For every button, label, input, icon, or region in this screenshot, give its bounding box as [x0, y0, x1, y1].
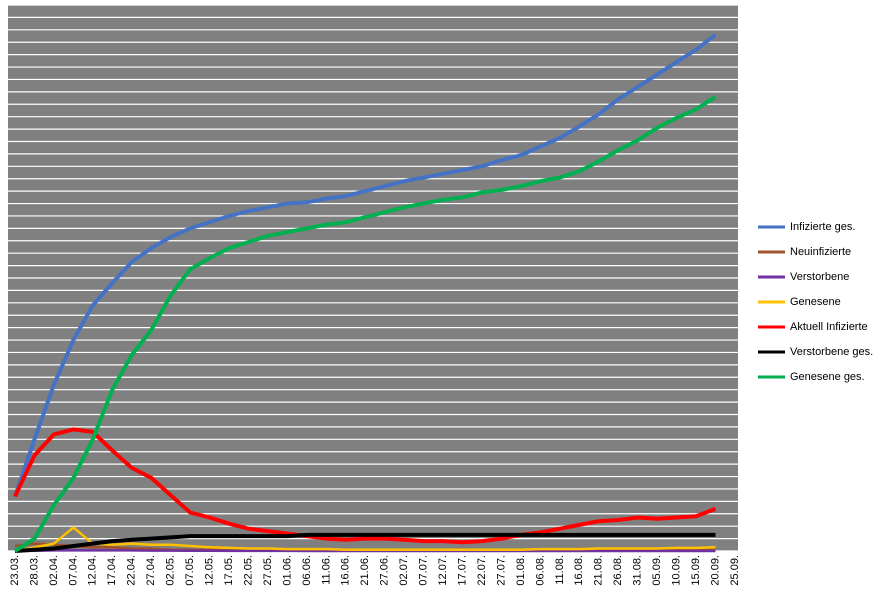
x-tick-label: 01.08. — [515, 555, 527, 586]
x-tick-label: 17.05. — [223, 555, 235, 586]
x-tick-label: 26.08. — [612, 555, 624, 586]
series-line — [13, 33, 717, 498]
series-line — [13, 95, 717, 553]
x-tick-label: 01.06. — [281, 555, 293, 586]
x-tick-label: 16.06. — [340, 555, 352, 586]
x-tick-label: 22.05. — [242, 555, 254, 586]
series-line — [14, 526, 716, 553]
legend-label: Verstorbene — [790, 271, 849, 283]
x-tick-label: 31.08. — [632, 555, 644, 586]
legend-label: Aktuell Infizierte — [790, 321, 868, 333]
x-tick-label: 28.03. — [28, 555, 40, 586]
legend-label: Genesene — [790, 296, 841, 308]
x-tick-label: 27.06. — [379, 555, 391, 586]
x-tick-label: 16.08. — [573, 555, 585, 586]
x-tick-label: 07.07. — [418, 555, 430, 586]
x-tick-label: 23.03. — [9, 555, 21, 586]
x-tick-label: 22.07. — [476, 555, 488, 586]
x-tick-label: 27.07. — [495, 555, 507, 586]
x-tick-label: 22.04. — [126, 555, 138, 586]
x-tick-label: 27.04. — [145, 555, 157, 586]
x-tick-label: 21.08. — [593, 555, 605, 586]
x-tick-label: 06.06. — [301, 555, 313, 586]
x-tick-label: 02.04. — [48, 555, 60, 586]
x-tick-label: 20.09. — [709, 555, 721, 586]
x-tick-label: 17.07. — [456, 555, 468, 586]
x-tick-label: 11.06. — [320, 555, 332, 585]
x-tick-label: 07.05. — [184, 555, 196, 586]
x-tick-label: 02.05. — [165, 555, 177, 586]
legend-label: Infizierte ges. — [790, 221, 855, 233]
x-tick-label: 02.07. — [398, 555, 410, 586]
x-tick-label: 07.04. — [67, 555, 79, 586]
x-tick-label: 21.06. — [359, 555, 371, 586]
series-line — [13, 427, 717, 545]
x-tick-label: 25.09. — [729, 555, 741, 586]
x-tick-label: 11.08. — [554, 555, 566, 585]
series-line — [14, 532, 716, 553]
legend-label: Genesene ges. — [790, 371, 865, 383]
x-tick-label: 12.07. — [437, 555, 449, 586]
x-tick-label: 17.04. — [106, 555, 118, 586]
x-tick-label: 06.08. — [534, 555, 546, 586]
x-tick-label: 10.09. — [671, 555, 683, 586]
x-tick-label: 05.09. — [651, 555, 663, 586]
x-tick-label: 15.09. — [690, 555, 702, 586]
x-tick-label: 12.04. — [87, 555, 99, 586]
x-tick-label: 12.05. — [204, 555, 216, 586]
legend-label: Verstorbene ges. — [790, 346, 873, 358]
x-tick-label: 27.05. — [262, 555, 274, 586]
legend-label: Neuinfizierte — [790, 246, 851, 258]
